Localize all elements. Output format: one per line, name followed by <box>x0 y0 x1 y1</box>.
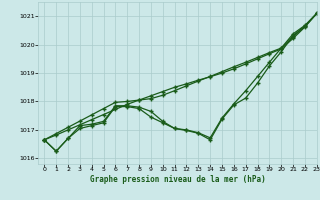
X-axis label: Graphe pression niveau de la mer (hPa): Graphe pression niveau de la mer (hPa) <box>90 175 266 184</box>
